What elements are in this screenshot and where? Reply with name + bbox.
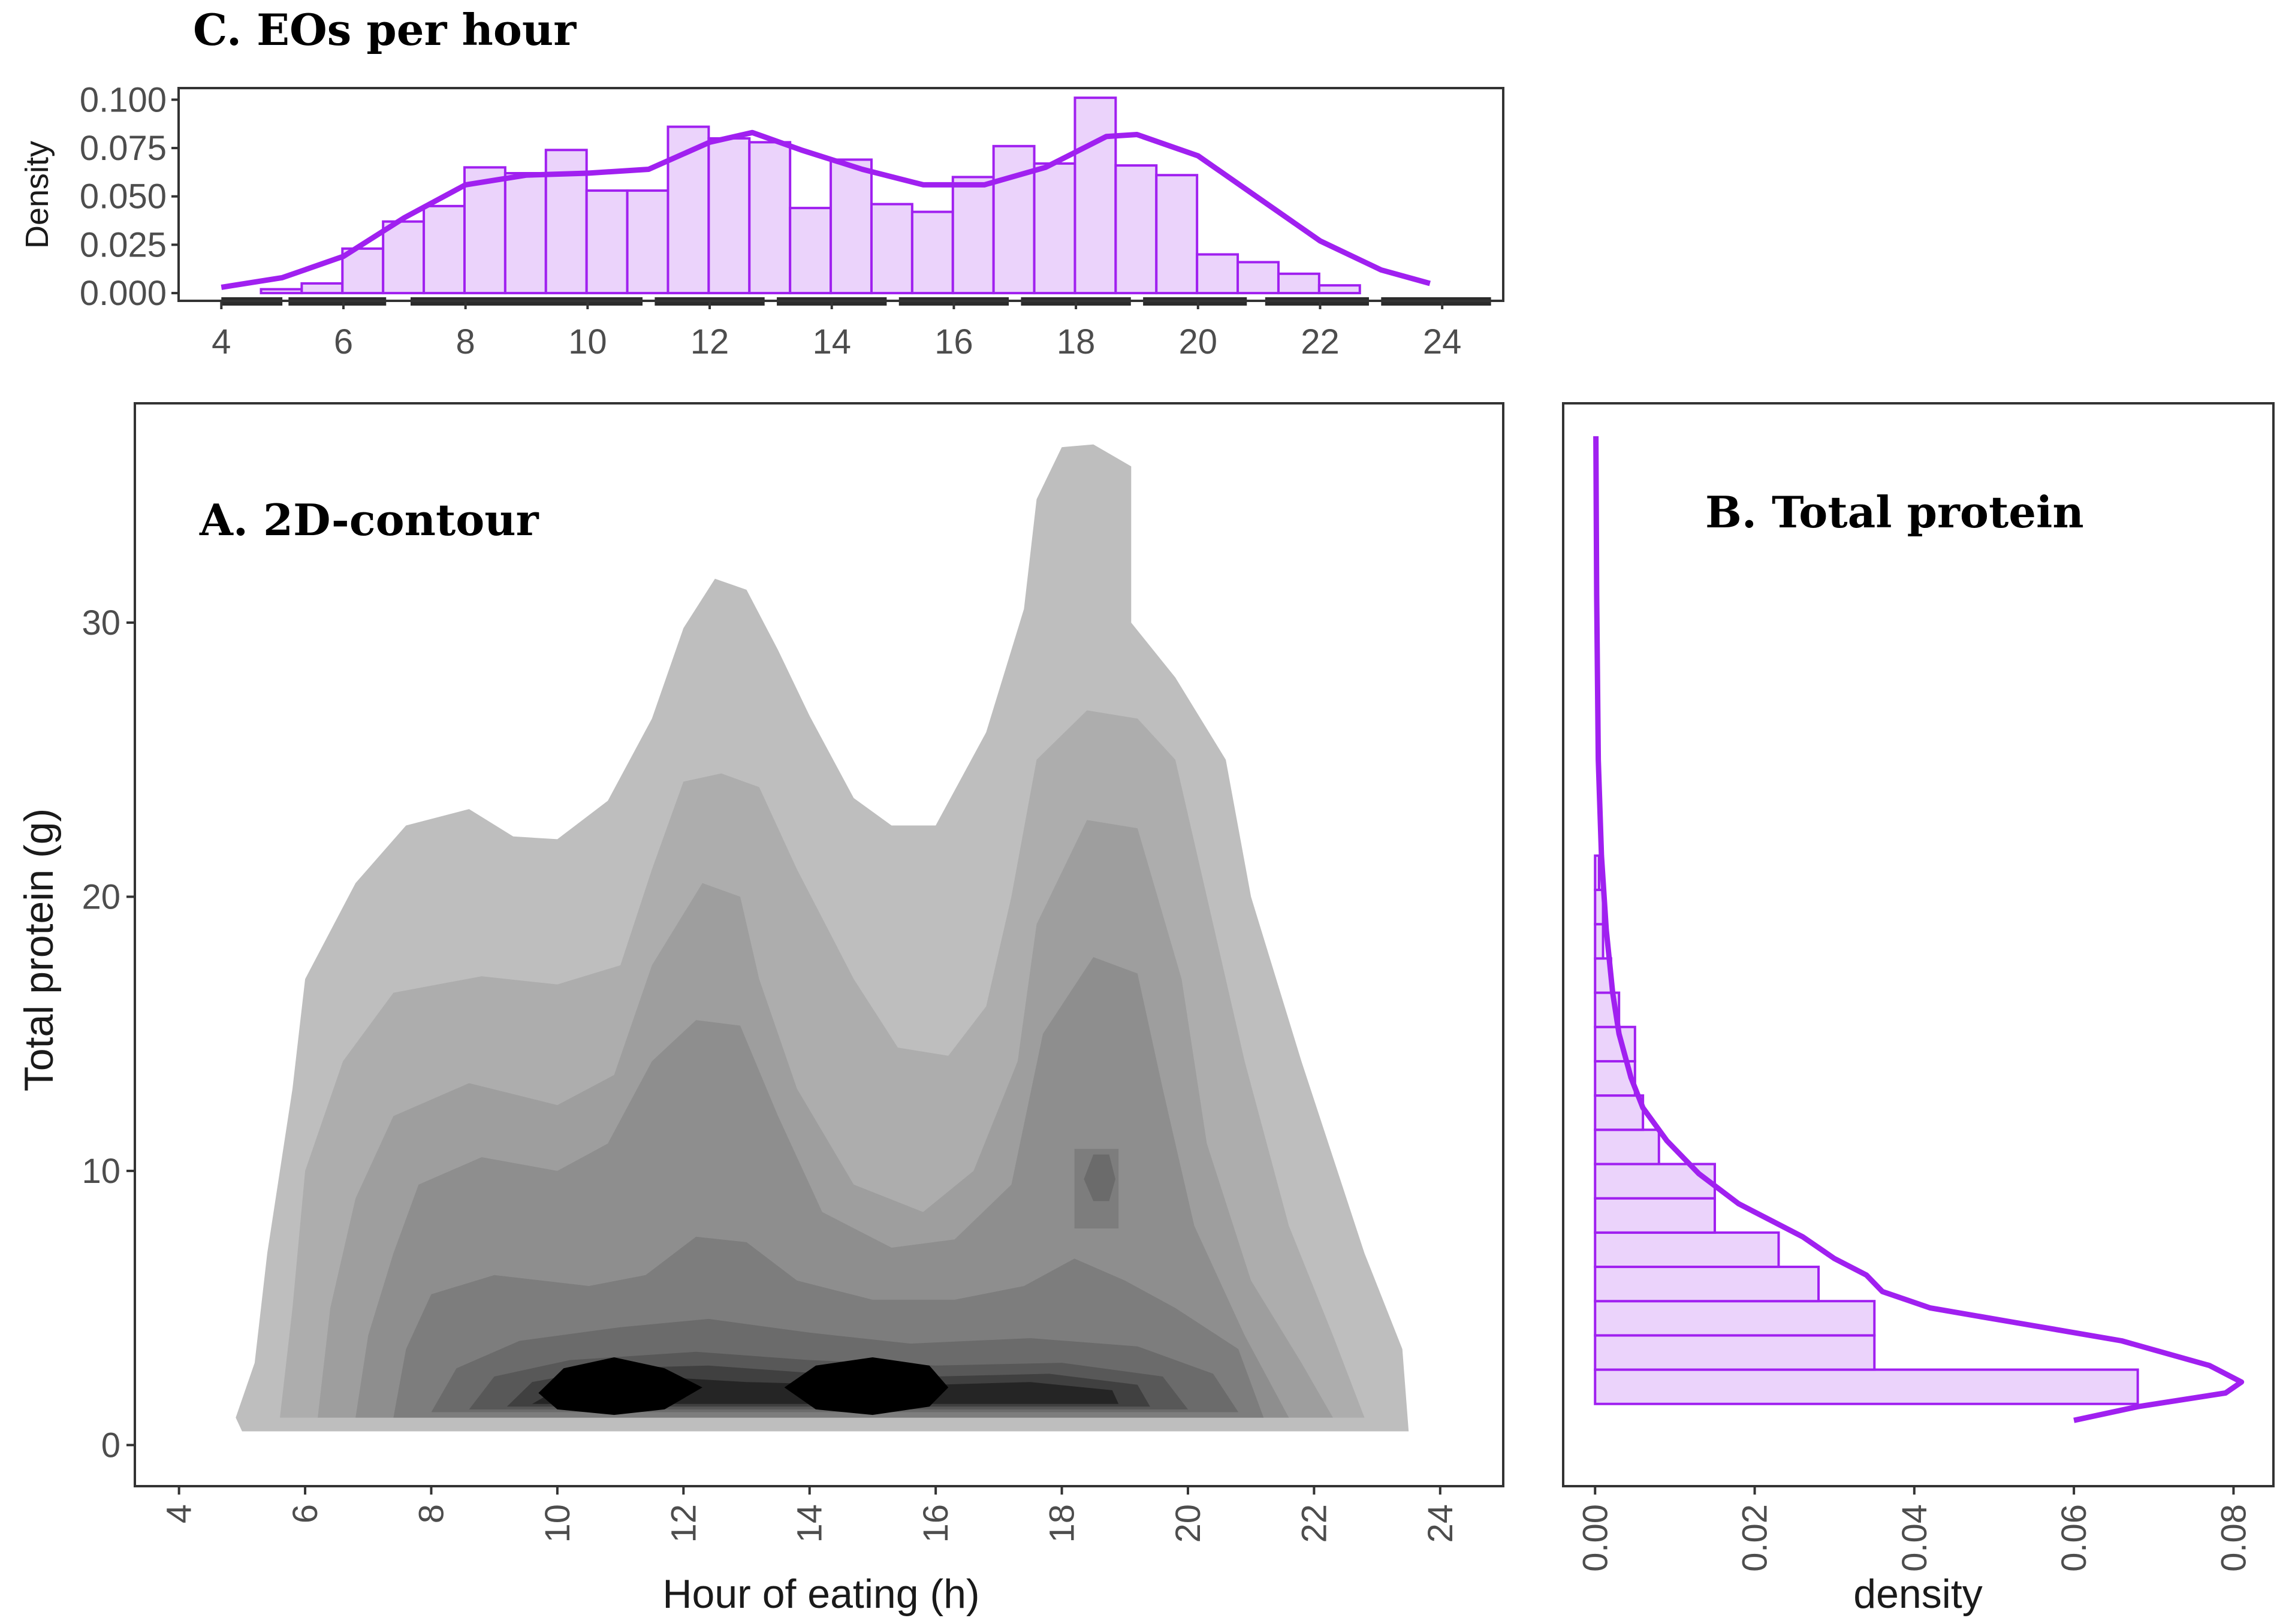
histogram-bar: [503, 172, 547, 295]
histogram-bar: [830, 158, 873, 295]
histogram-bar: [382, 220, 426, 295]
panel-b: B. Total protein 0.00 0.02 0.04 0.06 0.08 de…: [1562, 402, 2275, 1617]
histogram-bar: [300, 282, 344, 295]
histogram-bar: [1277, 272, 1320, 295]
histogram-bar: [463, 166, 506, 295]
histogram-bar: [1196, 253, 1240, 295]
histogram-bar: [626, 189, 669, 295]
x-tick-label: 14: [791, 1504, 830, 1543]
panel-c-y-label: Density: [19, 141, 55, 249]
histogram-bar: [1594, 1300, 1876, 1337]
histogram-bar: [1033, 162, 1076, 295]
panel-a-y-label: Total protein (g): [16, 808, 62, 1091]
x-tick-label: 0.04: [1895, 1504, 1934, 1572]
x-tick-label: 24: [1423, 322, 1462, 361]
histogram-bar: [1594, 1094, 1645, 1131]
histogram-bar: [1594, 1197, 1716, 1234]
y-tick-label: 10: [82, 1152, 120, 1191]
x-tick-label: 12: [690, 322, 729, 361]
x-tick-label: 0.06: [2055, 1504, 2094, 1572]
x-tick-label: 22: [1295, 1504, 1334, 1543]
panel-c: C. EOs per hour 0.000 0.025 0.050 0.075 0.10…: [19, 4, 1504, 361]
x-tick-label: 22: [1301, 322, 1340, 361]
x-tick-label: 20: [1179, 322, 1218, 361]
y-tick-label: 0.025: [80, 225, 167, 264]
histogram-bar: [1594, 1368, 2139, 1405]
panel-c-title: C. EOs per hour: [193, 4, 577, 55]
panel-c-x-axis: 4 6 8 10 12 14 16 18 20 22 24: [212, 301, 1461, 361]
x-tick-label: 8: [412, 1504, 451, 1523]
panel-b-frame: [1562, 402, 2275, 1487]
histogram-bar: [1237, 261, 1280, 295]
panel-a-frame: [134, 402, 1504, 1487]
histogram-bar: [951, 176, 995, 295]
x-tick-label: 10: [568, 322, 607, 361]
histogram-bar: [1073, 96, 1117, 295]
x-tick-label: 18: [1057, 322, 1096, 361]
panel-a-x-label: Hour of eating (h): [662, 1571, 979, 1617]
x-tick-label: 6: [286, 1504, 325, 1523]
panel-b-density-curve: [1593, 436, 2245, 1423]
panel-a-title: A. 2D-contour: [199, 494, 539, 545]
panel-c-density-curve: [221, 129, 1431, 290]
y-tick-label: 0.100: [80, 80, 167, 119]
panel-b-x-label: density: [1853, 1571, 1982, 1617]
panel-c-histogram: [260, 96, 1361, 295]
histogram-bar: [910, 210, 954, 295]
panel-c-y-axis: 0.000 0.025 0.050 0.075 0.100: [80, 80, 179, 313]
panel-b-x-axis: 0.00 0.02 0.04 0.06 0.08: [1576, 1486, 2253, 1572]
contour-level-6: [1084, 1154, 1115, 1202]
contour-level-11: [784, 1357, 949, 1415]
y-tick-label: 30: [82, 603, 120, 642]
panel-b-title: B. Total protein: [1705, 487, 2084, 538]
histogram-bar: [1594, 923, 1605, 960]
x-tick-label: 24: [1421, 1504, 1460, 1543]
panel-b-histogram: [1594, 854, 2139, 1405]
x-tick-label: 0.00: [1576, 1504, 1615, 1572]
panel-a-contours: [236, 444, 1409, 1432]
panel-a-x-axis: 4 6 8 10 12 14 16 18 20 22 24: [160, 1486, 1460, 1543]
histogram-bar: [1155, 174, 1199, 295]
x-tick-label: 14: [812, 322, 851, 361]
panel-a: A. 2D-contour 0 10 20 30 4 6 8 10 12 14 16 18 20 22 2…: [16, 402, 1504, 1617]
y-tick-label: 0.075: [80, 129, 167, 168]
histogram-bar: [992, 144, 1036, 295]
histogram-bar: [1594, 854, 1600, 892]
x-tick-label: 0.08: [2214, 1504, 2253, 1572]
histogram-bar: [789, 207, 833, 295]
y-tick-label: 0.000: [80, 274, 167, 313]
histogram-bar: [1594, 1231, 1780, 1269]
y-tick-label: 20: [82, 877, 120, 916]
x-tick-label: 16: [916, 1504, 955, 1543]
contour-level-10: [538, 1357, 702, 1415]
x-tick-label: 18: [1043, 1504, 1082, 1543]
histogram-bar: [1594, 1128, 1660, 1166]
x-tick-label: 20: [1169, 1504, 1208, 1543]
histogram-bar: [748, 141, 792, 295]
x-tick-label: 8: [456, 322, 475, 361]
x-tick-label: 4: [160, 1504, 199, 1523]
x-tick-label: 16: [934, 322, 973, 361]
histogram-bar: [260, 288, 303, 295]
histogram-bar: [1594, 1025, 1636, 1062]
histogram-bar: [707, 137, 751, 295]
histogram-bar: [585, 189, 629, 295]
panel-a-y-axis: 0 10 20 30: [82, 603, 135, 1465]
x-tick-label: 0.02: [1736, 1504, 1775, 1572]
histogram-bar: [423, 204, 466, 295]
histogram-bar: [341, 247, 385, 295]
x-tick-label: 12: [664, 1504, 703, 1543]
y-tick-label: 0: [101, 1426, 120, 1465]
histogram-bar: [1594, 1334, 1876, 1371]
histogram-bar: [1114, 164, 1158, 295]
histogram-bar: [1594, 1266, 1820, 1303]
x-tick-label: 6: [334, 322, 353, 361]
histogram-bar: [1317, 284, 1361, 295]
panel-c-frame: [177, 87, 1504, 302]
x-tick-label: 4: [212, 322, 231, 361]
x-tick-label: 10: [538, 1504, 577, 1543]
histogram-bar: [870, 203, 913, 295]
y-tick-label: 0.050: [80, 177, 167, 216]
